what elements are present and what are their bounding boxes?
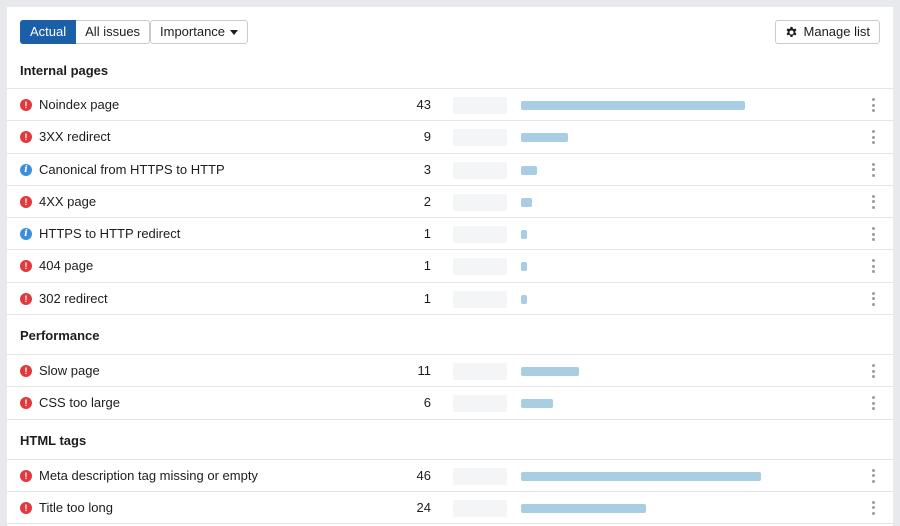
issue-count[interactable]: 1 (423, 226, 431, 242)
caret-down-icon (230, 30, 239, 35)
manage-list-button[interactable]: Manage list (774, 20, 880, 44)
issue-bar (521, 503, 646, 513)
issue-bar (521, 399, 553, 409)
trend-sparkline (453, 97, 507, 114)
more-options-icon[interactable] (872, 291, 876, 307)
issue-label[interactable]: Slow page (39, 363, 100, 379)
toolbar: Actual All issues Importance Manage list (7, 7, 893, 57)
info-icon: i (20, 228, 32, 241)
issue-row[interactable]: ! Slow page 11 (7, 355, 893, 388)
view-toggle: Actual All issues (20, 20, 151, 44)
trend-sparkline (453, 395, 507, 413)
section-title: HTML tags (7, 420, 893, 460)
issue-count[interactable]: 3 (423, 161, 431, 177)
issue-bar (521, 101, 745, 110)
issue-label[interactable]: CSS too large (39, 395, 120, 411)
tab-all-issues[interactable]: All issues (76, 20, 151, 44)
more-options-icon[interactable] (872, 98, 876, 113)
trend-sparkline (453, 161, 507, 179)
issue-row[interactable]: i Canonical from HTTPS to HTTP 3 (7, 154, 893, 186)
tab-actual[interactable]: Actual (20, 20, 77, 44)
error-icon: ! (20, 195, 32, 208)
issue-label[interactable]: Canonical from HTTPS to HTTP (39, 161, 225, 177)
error-icon: ! (20, 99, 32, 111)
trend-sparkline (453, 193, 507, 211)
issue-count[interactable]: 6 (423, 395, 431, 411)
error-icon: ! (20, 131, 32, 144)
trend-sparkline (453, 290, 507, 308)
issue-label[interactable]: 302 redirect (39, 290, 108, 306)
more-options-icon[interactable] (872, 500, 876, 516)
issue-label[interactable]: Noindex page (39, 97, 120, 112)
issue-count[interactable]: 2 (423, 193, 431, 209)
issue-count[interactable]: 46 (416, 467, 431, 483)
more-options-icon[interactable] (872, 468, 876, 484)
trend-sparkline (453, 258, 507, 276)
error-icon: ! (20, 501, 32, 514)
error-icon: ! (20, 365, 32, 378)
issue-count[interactable]: 43 (416, 97, 431, 112)
issue-row[interactable]: i HTTPS to HTTP redirect 1 (7, 218, 893, 251)
error-icon: ! (20, 397, 32, 410)
issue-row[interactable]: ! Title too long 24 (7, 492, 893, 525)
trend-sparkline (453, 467, 507, 485)
more-options-icon[interactable] (872, 162, 876, 178)
section-title: Internal pages (7, 57, 893, 89)
issue-bar (521, 367, 579, 377)
issue-row[interactable]: ! Noindex page 43 (7, 89, 893, 122)
issue-row[interactable]: ! 302 redirect 1 (7, 283, 893, 316)
issue-count[interactable]: 9 (423, 129, 431, 145)
issue-count[interactable]: 1 (423, 258, 431, 274)
trend-sparkline (453, 363, 507, 381)
more-options-icon[interactable] (872, 396, 876, 411)
issue-label[interactable]: HTTPS to HTTP redirect (39, 226, 181, 242)
issue-count[interactable]: 24 (416, 499, 431, 515)
issue-bar (521, 197, 532, 207)
issue-label[interactable]: 3XX redirect (39, 129, 111, 145)
issues-panel: Actual All issues Importance Manage list… (7, 7, 893, 526)
issue-label[interactable]: Title too long (39, 499, 113, 515)
trend-sparkline (453, 129, 507, 147)
issue-row[interactable]: ! CSS too large 6 (7, 387, 893, 420)
issue-count[interactable]: 1 (423, 290, 431, 306)
issue-bar (521, 471, 761, 481)
info-icon: i (20, 163, 32, 176)
more-options-icon[interactable] (872, 130, 876, 145)
issue-row[interactable]: ! Meta description tag missing or empty 46 (7, 460, 893, 492)
error-icon: ! (20, 260, 32, 273)
gear-icon (786, 26, 796, 37)
issue-label[interactable]: Meta description tag missing or empty (39, 467, 258, 483)
issue-bar (521, 230, 527, 240)
issue-bar (521, 165, 537, 175)
trend-sparkline (453, 499, 507, 517)
issue-bar (521, 133, 568, 143)
issue-label[interactable]: 4XX page (39, 193, 97, 209)
more-options-icon[interactable] (872, 364, 876, 379)
issue-sections: Internal pages! Noindex page 43! 3XX redire… (7, 57, 893, 525)
issue-bar (521, 262, 527, 272)
importance-label: Importance (160, 24, 226, 39)
issue-row[interactable]: ! 3XX redirect 9 (7, 121, 893, 154)
section-title: Performance (7, 315, 893, 356)
more-options-icon[interactable] (872, 194, 876, 210)
more-options-icon[interactable] (872, 259, 876, 274)
error-icon: ! (20, 292, 32, 305)
more-options-icon[interactable] (872, 227, 876, 242)
issue-row[interactable]: ! 4XX page 2 (7, 186, 893, 219)
manage-list-label: Manage list (803, 24, 870, 39)
issue-bar (521, 294, 527, 304)
issue-label[interactable]: 404 page (39, 258, 94, 274)
importance-dropdown[interactable]: Importance (150, 20, 249, 44)
issue-row[interactable]: ! 404 page 1 (7, 250, 893, 283)
trend-sparkline (453, 226, 507, 244)
issue-count[interactable]: 11 (417, 363, 432, 379)
error-icon: ! (20, 469, 32, 482)
